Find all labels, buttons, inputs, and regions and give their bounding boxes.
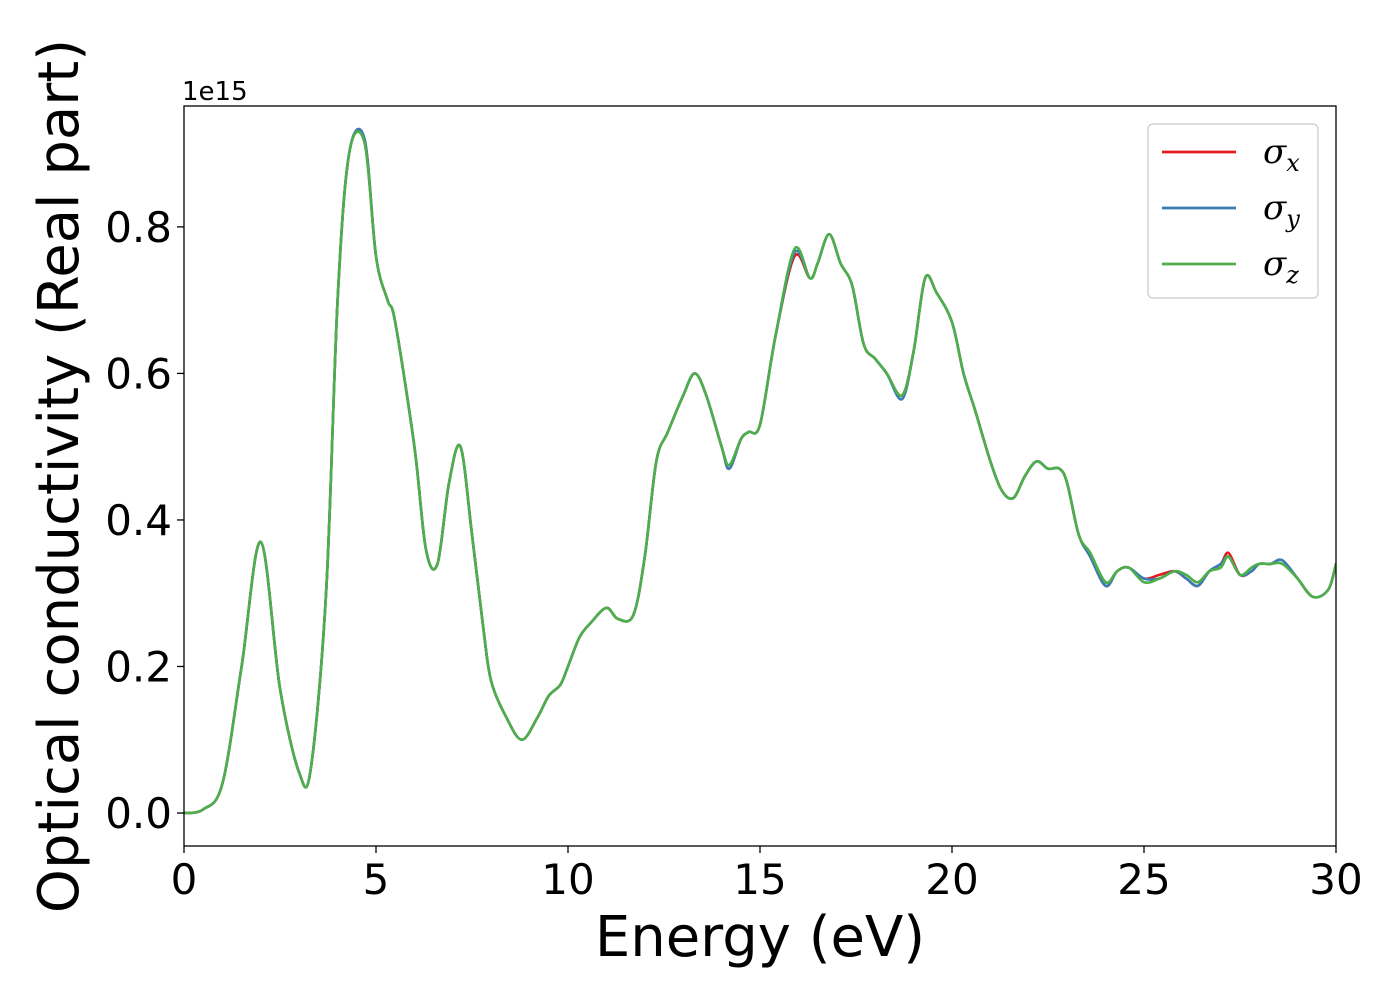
y-tick-label: 0.8	[105, 203, 172, 252]
y-tick-label: 0.0	[105, 789, 172, 838]
x-tick-label: 0	[171, 855, 198, 904]
y-tick-label: 0.2	[105, 642, 172, 691]
legend-label-sigma-y: σy	[1263, 188, 1300, 233]
x-tick-label: 30	[1309, 855, 1362, 904]
x-tick-label: 25	[1117, 855, 1170, 904]
x-axis-title: Energy (eV)	[595, 905, 925, 970]
y-tick-label: 0.6	[105, 349, 172, 398]
legend: σx σy σz	[1147, 123, 1319, 299]
x-tick-label: 5	[363, 855, 390, 904]
legend-label-sigma-z: σz	[1263, 244, 1299, 289]
y-offset-label: 1e15	[182, 77, 248, 107]
legend-frame	[1147, 123, 1319, 299]
y-axis-title: Optical conductivity (Real part)	[27, 39, 92, 913]
x-tick-label: 10	[541, 855, 594, 904]
legend-label-sigma-x: σx	[1263, 132, 1300, 177]
x-tick-label: 15	[733, 855, 786, 904]
series-line-sigma-z	[184, 130, 1336, 815]
y-axis: 0.0 0.2 0.4 0.6 0.8	[105, 203, 184, 838]
x-tick-label: 20	[925, 855, 978, 904]
y-tick-label: 0.4	[105, 496, 172, 545]
x-axis: 0 5 10 15 20 25 30	[171, 846, 1363, 904]
series-layer	[184, 127, 1336, 815]
